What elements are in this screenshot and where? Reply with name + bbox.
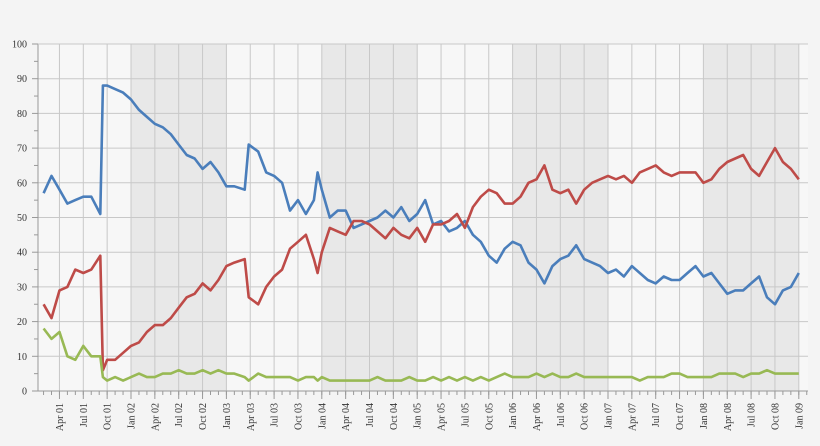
x-tick-label: Apr 07 — [627, 403, 638, 431]
y-tick-label: 0 — [22, 387, 27, 398]
x-tick-label: Oct 04 — [389, 403, 400, 430]
x-tick-label: Jul 08 — [747, 403, 758, 427]
x-tick-label: Jan 02 — [127, 403, 138, 429]
y-tick-label: 30 — [17, 282, 27, 293]
x-tick-label: Jan 05 — [413, 403, 424, 429]
y-tick-label: 10 — [17, 352, 27, 363]
x-tick-label: Oct 03 — [293, 403, 304, 430]
x-tick-label: Apr 03 — [246, 403, 257, 431]
x-tick-label: Jul 06 — [556, 403, 567, 427]
x-tick-label: Jan 09 — [794, 403, 805, 429]
y-tick-label: 20 — [17, 317, 27, 328]
x-tick-label: Jul 04 — [365, 403, 376, 427]
x-tick-label: Jan 07 — [604, 403, 615, 429]
x-tick-label: Oct 08 — [770, 403, 781, 430]
y-tick-label: 60 — [17, 178, 27, 189]
x-tick-label: Apr 08 — [723, 403, 734, 431]
x-tick-label: Oct 01 — [103, 403, 114, 430]
x-tick-label: Jan 03 — [222, 403, 233, 429]
x-tick-label: Jul 01 — [79, 403, 90, 427]
x-tick-label: Apr 05 — [437, 403, 448, 431]
x-tick-label: Oct 07 — [675, 403, 686, 430]
x-tick-label: Jan 06 — [508, 403, 519, 429]
series-line-1 — [42, 146, 800, 372]
y-tick-label: 50 — [17, 213, 27, 224]
x-tick-label: Jul 05 — [460, 403, 471, 427]
x-tick-label: Jan 08 — [699, 403, 710, 429]
y-tick-label: 40 — [17, 248, 27, 259]
x-tick-label: Jul 07 — [651, 403, 662, 427]
x-tick-label: Apr 04 — [341, 403, 352, 431]
x-tick-label: Jul 02 — [174, 403, 185, 427]
y-tick-label: 80 — [17, 109, 27, 120]
x-tick-label: Apr 06 — [532, 403, 543, 431]
x-tick-label: Jan 04 — [317, 403, 328, 429]
x-tick-label: Jul 03 — [270, 403, 281, 427]
y-tick-label: 100 — [12, 40, 27, 51]
y-tick-label: 90 — [17, 74, 27, 85]
x-tick-label: Apr 01 — [55, 403, 66, 431]
x-tick-label: Oct 06 — [580, 403, 591, 430]
x-tick-label: Oct 05 — [484, 403, 495, 430]
series-line-0 — [42, 84, 800, 306]
y-tick-label: 70 — [17, 144, 27, 155]
x-tick-label: Apr 02 — [150, 403, 161, 431]
x-tick-label: Oct 02 — [198, 403, 209, 430]
series-line-2 — [42, 327, 799, 382]
